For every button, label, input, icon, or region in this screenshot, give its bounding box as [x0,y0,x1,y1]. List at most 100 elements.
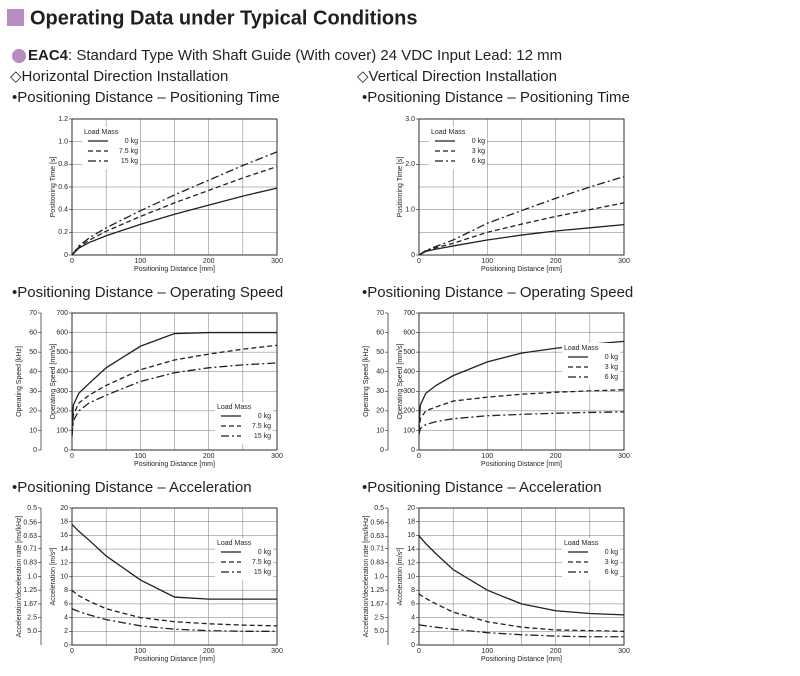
y-tick-label: 4 [64,614,68,621]
y2-tick-label: 40 [376,369,384,376]
y-tick-label: 14 [60,546,68,553]
legend-box [562,538,620,580]
series-line [71,523,277,600]
y-axis-label: Positioning Time [s] [50,157,57,218]
series-line [418,593,625,632]
y-tick-label: 200 [403,408,415,415]
legend-label: 3 kg [472,148,485,155]
y2-tick-label: 30 [29,388,37,395]
x-axis-label: Positioning Distance [mm] [481,656,562,663]
legend-title: Load Mass [564,345,599,352]
x-tick-label: 200 [550,648,562,655]
product-line: EAC4: Standard Type With Shaft Guide (Wi… [28,47,562,64]
y2-tick-label: 20 [376,408,384,415]
y-tick-label: 10 [60,573,68,580]
y-tick-label: 12 [407,560,415,567]
legend-label: 0 kg [472,138,485,145]
series-line [418,175,625,256]
y2-tick-label: 0.56 [370,520,384,527]
product-model: EAC4 [28,47,69,64]
legend-label: 0 kg [258,413,271,420]
x-tick-label: 100 [481,258,493,265]
y2-tick-label: 5.0 [374,628,384,635]
series-line [418,202,625,256]
series-line [71,151,278,256]
x-tick-label: 100 [134,453,146,460]
x-tick-label: 100 [134,258,146,265]
y-tick-label: 6 [411,601,415,608]
y2-tick-label: 1.0 [27,573,37,580]
y2-axis-label: Acceleration/deceleration rate [ms/kHz] [363,516,370,638]
legend-label: 15 kg [254,569,271,576]
y-tick-label: 20 [60,505,68,512]
plot-frame [71,118,278,256]
y2-tick-label: 50 [376,349,384,356]
chart-title: •Positioning Distance – Positioning Time [362,89,630,106]
x-tick-label: 0 [70,258,74,265]
legend-box [215,402,273,444]
y-tick-label: 300 [56,388,68,395]
x-tick-label: 0 [417,258,421,265]
plot-frame [418,507,625,646]
y2-tick-label: 1.0 [374,573,384,580]
y-tick-label: 100 [403,427,415,434]
y-tick-label: 600 [56,329,68,336]
legend-label: 3 kg [605,559,618,566]
y2-tick-label: 2.5 [27,614,37,621]
y2-tick-label: 30 [376,388,384,395]
y-tick-label: 500 [403,349,415,356]
y2-tick-label: 0 [33,447,37,454]
series-line [418,389,625,431]
y2-tick-label: 20 [29,408,37,415]
y-tick-label: 100 [56,427,68,434]
x-tick-label: 0 [70,453,74,460]
legend-box [82,127,140,169]
column-heading: ◇Horizontal Direction Installation [10,68,228,85]
x-axis-label: Positioning Distance [mm] [481,266,562,273]
y-tick-label: 3.0 [405,116,415,123]
legend-label: 15 kg [121,158,138,165]
y2-tick-label: 1.67 [23,601,37,608]
y-tick-label: 0 [411,642,415,649]
y-tick-label: 16 [407,532,415,539]
y2-tick-label: 60 [29,329,37,336]
legend-label: 15 kg [254,433,271,440]
y-axis-label: Acceleration [m/s²] [50,547,57,605]
y-tick-label: 8 [64,587,68,594]
legend-box [429,127,487,169]
x-tick-label: 0 [417,453,421,460]
y2-tick-label: 0.5 [27,505,37,512]
x-axis-label: Positioning Distance [mm] [134,266,215,273]
plot-frame [418,312,625,451]
legend-label: 6 kg [605,374,618,381]
legend-title: Load Mass [84,129,119,136]
y2-tick-label: 40 [29,369,37,376]
series-line [418,223,625,256]
legend-label: 0 kg [605,549,618,556]
y-tick-label: 400 [403,369,415,376]
series-line [71,344,278,435]
series-line [71,589,278,627]
y-tick-label: 0.2 [58,229,68,236]
chart-title: •Positioning Distance – Positioning Time [12,89,280,106]
x-tick-label: 300 [271,648,283,655]
legend-title: Load Mass [217,540,252,547]
y-tick-label: 6 [64,601,68,608]
title-square [7,9,24,26]
x-tick-label: 100 [481,453,493,460]
series-line [71,165,278,256]
y-tick-label: 0.4 [58,207,68,214]
x-tick-label: 300 [271,258,283,265]
legend-label: 3 kg [605,364,618,371]
y2-tick-label: 70 [376,310,384,317]
y-tick-label: 12 [60,560,68,567]
y2-tick-label: 0.63 [370,533,384,540]
chart-title: •Positioning Distance – Acceleration [362,479,602,496]
legend-label: 6 kg [605,569,618,576]
y-tick-label: 1.0 [405,207,415,214]
y-tick-label: 4 [411,614,415,621]
legend-label: 7.5 kg [252,423,271,430]
x-tick-label: 0 [70,648,74,655]
y2-tick-label: 1.25 [23,587,37,594]
